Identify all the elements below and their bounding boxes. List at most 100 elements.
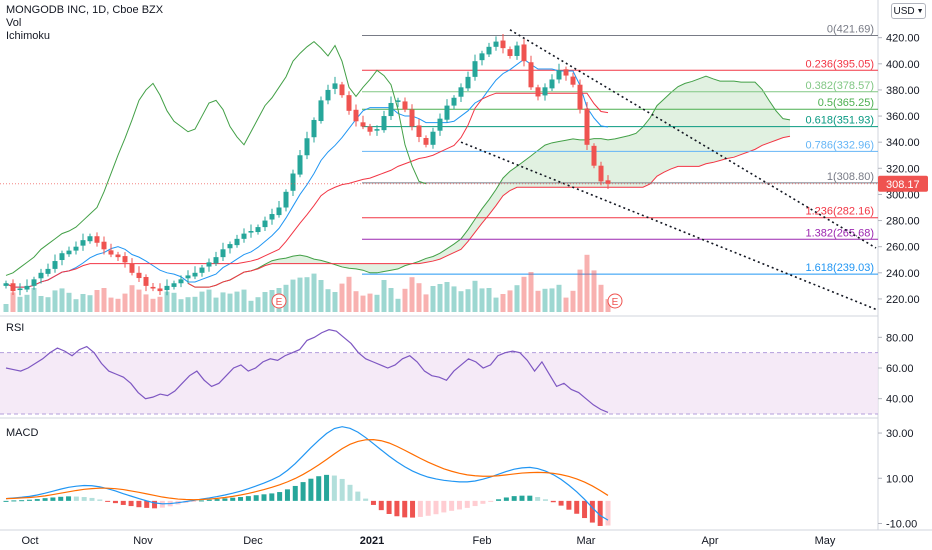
time-axis-label: Feb [473, 535, 492, 547]
candle-body [591, 145, 597, 166]
macd-histogram-bar [597, 500, 603, 526]
candle-body [381, 116, 387, 131]
candle-body [206, 262, 212, 267]
candle-body [437, 118, 443, 131]
volume-bar [122, 293, 128, 312]
fib-level-label: 0.786(332.96) [806, 139, 875, 151]
fib-level-label: 0.618(351.93) [806, 115, 875, 127]
macd-histogram-bar [261, 494, 267, 501]
fib-level-label: 0.236(395.05) [806, 58, 875, 70]
candle-body [31, 279, 37, 286]
macd-tick-label: -10.00 [886, 518, 917, 530]
volume-bar [255, 297, 261, 312]
price-tick-label: 320.00 [886, 163, 920, 175]
macd-histogram-bar [582, 500, 588, 519]
macd-histogram-bar [198, 500, 204, 502]
macd-histogram-bar [535, 497, 541, 501]
volume-bar [346, 276, 352, 312]
candle-body [598, 165, 604, 182]
candle-body [248, 231, 254, 233]
volume-bar [3, 304, 9, 312]
macd-histogram-bar [191, 500, 197, 502]
time-axis-label: May [815, 535, 836, 547]
macd-histogram-bar [589, 500, 595, 523]
macd-histogram-bar [58, 496, 64, 501]
volume-bar [444, 282, 450, 312]
currency-label: USD [893, 5, 915, 17]
candle-body [129, 263, 135, 273]
macd-histogram-bar [81, 497, 87, 501]
price-tick-label: 360.00 [886, 111, 920, 123]
volume-bar [528, 272, 534, 312]
senkou-span-b-line [187, 135, 791, 288]
volume-bar [101, 288, 107, 312]
macd-histogram-bar [496, 499, 502, 501]
price-tick-label: 280.00 [886, 216, 920, 228]
volume-bar [437, 284, 443, 312]
candle-body [80, 240, 86, 246]
senkou-span-a-line [187, 75, 791, 288]
macd-histogram-bar [558, 500, 564, 506]
candle-body [304, 138, 310, 156]
volume-bar [500, 294, 506, 312]
macd-histogram-bar [277, 492, 283, 501]
volume-bar [549, 288, 555, 312]
volume-bar [591, 270, 597, 312]
macd-histogram-bar [89, 497, 95, 501]
volume-bar [374, 294, 380, 312]
macd-histogram-bar [355, 491, 361, 501]
candle-body [10, 283, 16, 292]
volume-bar [542, 288, 548, 312]
candle-body [234, 238, 240, 246]
macd-histogram-bar [34, 499, 40, 501]
candle-body [367, 126, 373, 132]
volume-bar [381, 280, 387, 312]
volume-bar [304, 277, 310, 312]
macd-histogram-bar [316, 476, 322, 501]
last-price-label: 308.17 [886, 179, 920, 191]
macd-histogram-bar [230, 497, 236, 501]
macd-histogram-bar [26, 499, 32, 501]
volume-bar [416, 283, 422, 312]
volume-bar [409, 277, 415, 312]
currency-selector[interactable]: USD ▼ [891, 3, 926, 19]
volume-bar [150, 298, 156, 312]
volume-bar [367, 293, 373, 312]
candle-body [395, 100, 401, 102]
candle-body [570, 76, 576, 85]
volume-bar [17, 296, 23, 312]
rsi-line [5, 329, 609, 414]
candle-body [108, 250, 114, 255]
macd-histogram-bar [222, 498, 228, 501]
macd-histogram-bar [378, 500, 384, 511]
macd-histogram-bar [120, 500, 126, 505]
candle-body [423, 138, 429, 145]
macd-histogram-bar [42, 498, 48, 501]
macd-histogram-bar [527, 495, 533, 501]
macd-signal-line [5, 438, 609, 501]
volume-bar [59, 288, 65, 312]
volume-bar [129, 285, 135, 312]
ichimoku-legend: Ichimoku [6, 30, 51, 42]
candle-body [297, 155, 303, 175]
volume-bar [234, 291, 240, 312]
time-axis-label: Oct [21, 535, 38, 547]
volume-bar [458, 291, 464, 312]
volume-bar [108, 297, 114, 312]
volume-bar [206, 289, 212, 312]
macd-histogram-bar [238, 497, 244, 501]
volume-bar [24, 294, 30, 312]
volume-bar [325, 289, 331, 312]
macd-histogram-bar [144, 500, 150, 508]
candle-body [59, 253, 65, 261]
earnings-marker [607, 293, 623, 309]
price-tick-label: 260.00 [886, 242, 920, 254]
macd-histogram-bar [488, 500, 494, 502]
candle-body [493, 41, 499, 47]
volume-bar [241, 289, 247, 312]
macd-histogram-bar [456, 500, 462, 510]
candle-body [241, 233, 247, 239]
volume-bar [605, 299, 611, 312]
volume-bar [430, 286, 436, 312]
